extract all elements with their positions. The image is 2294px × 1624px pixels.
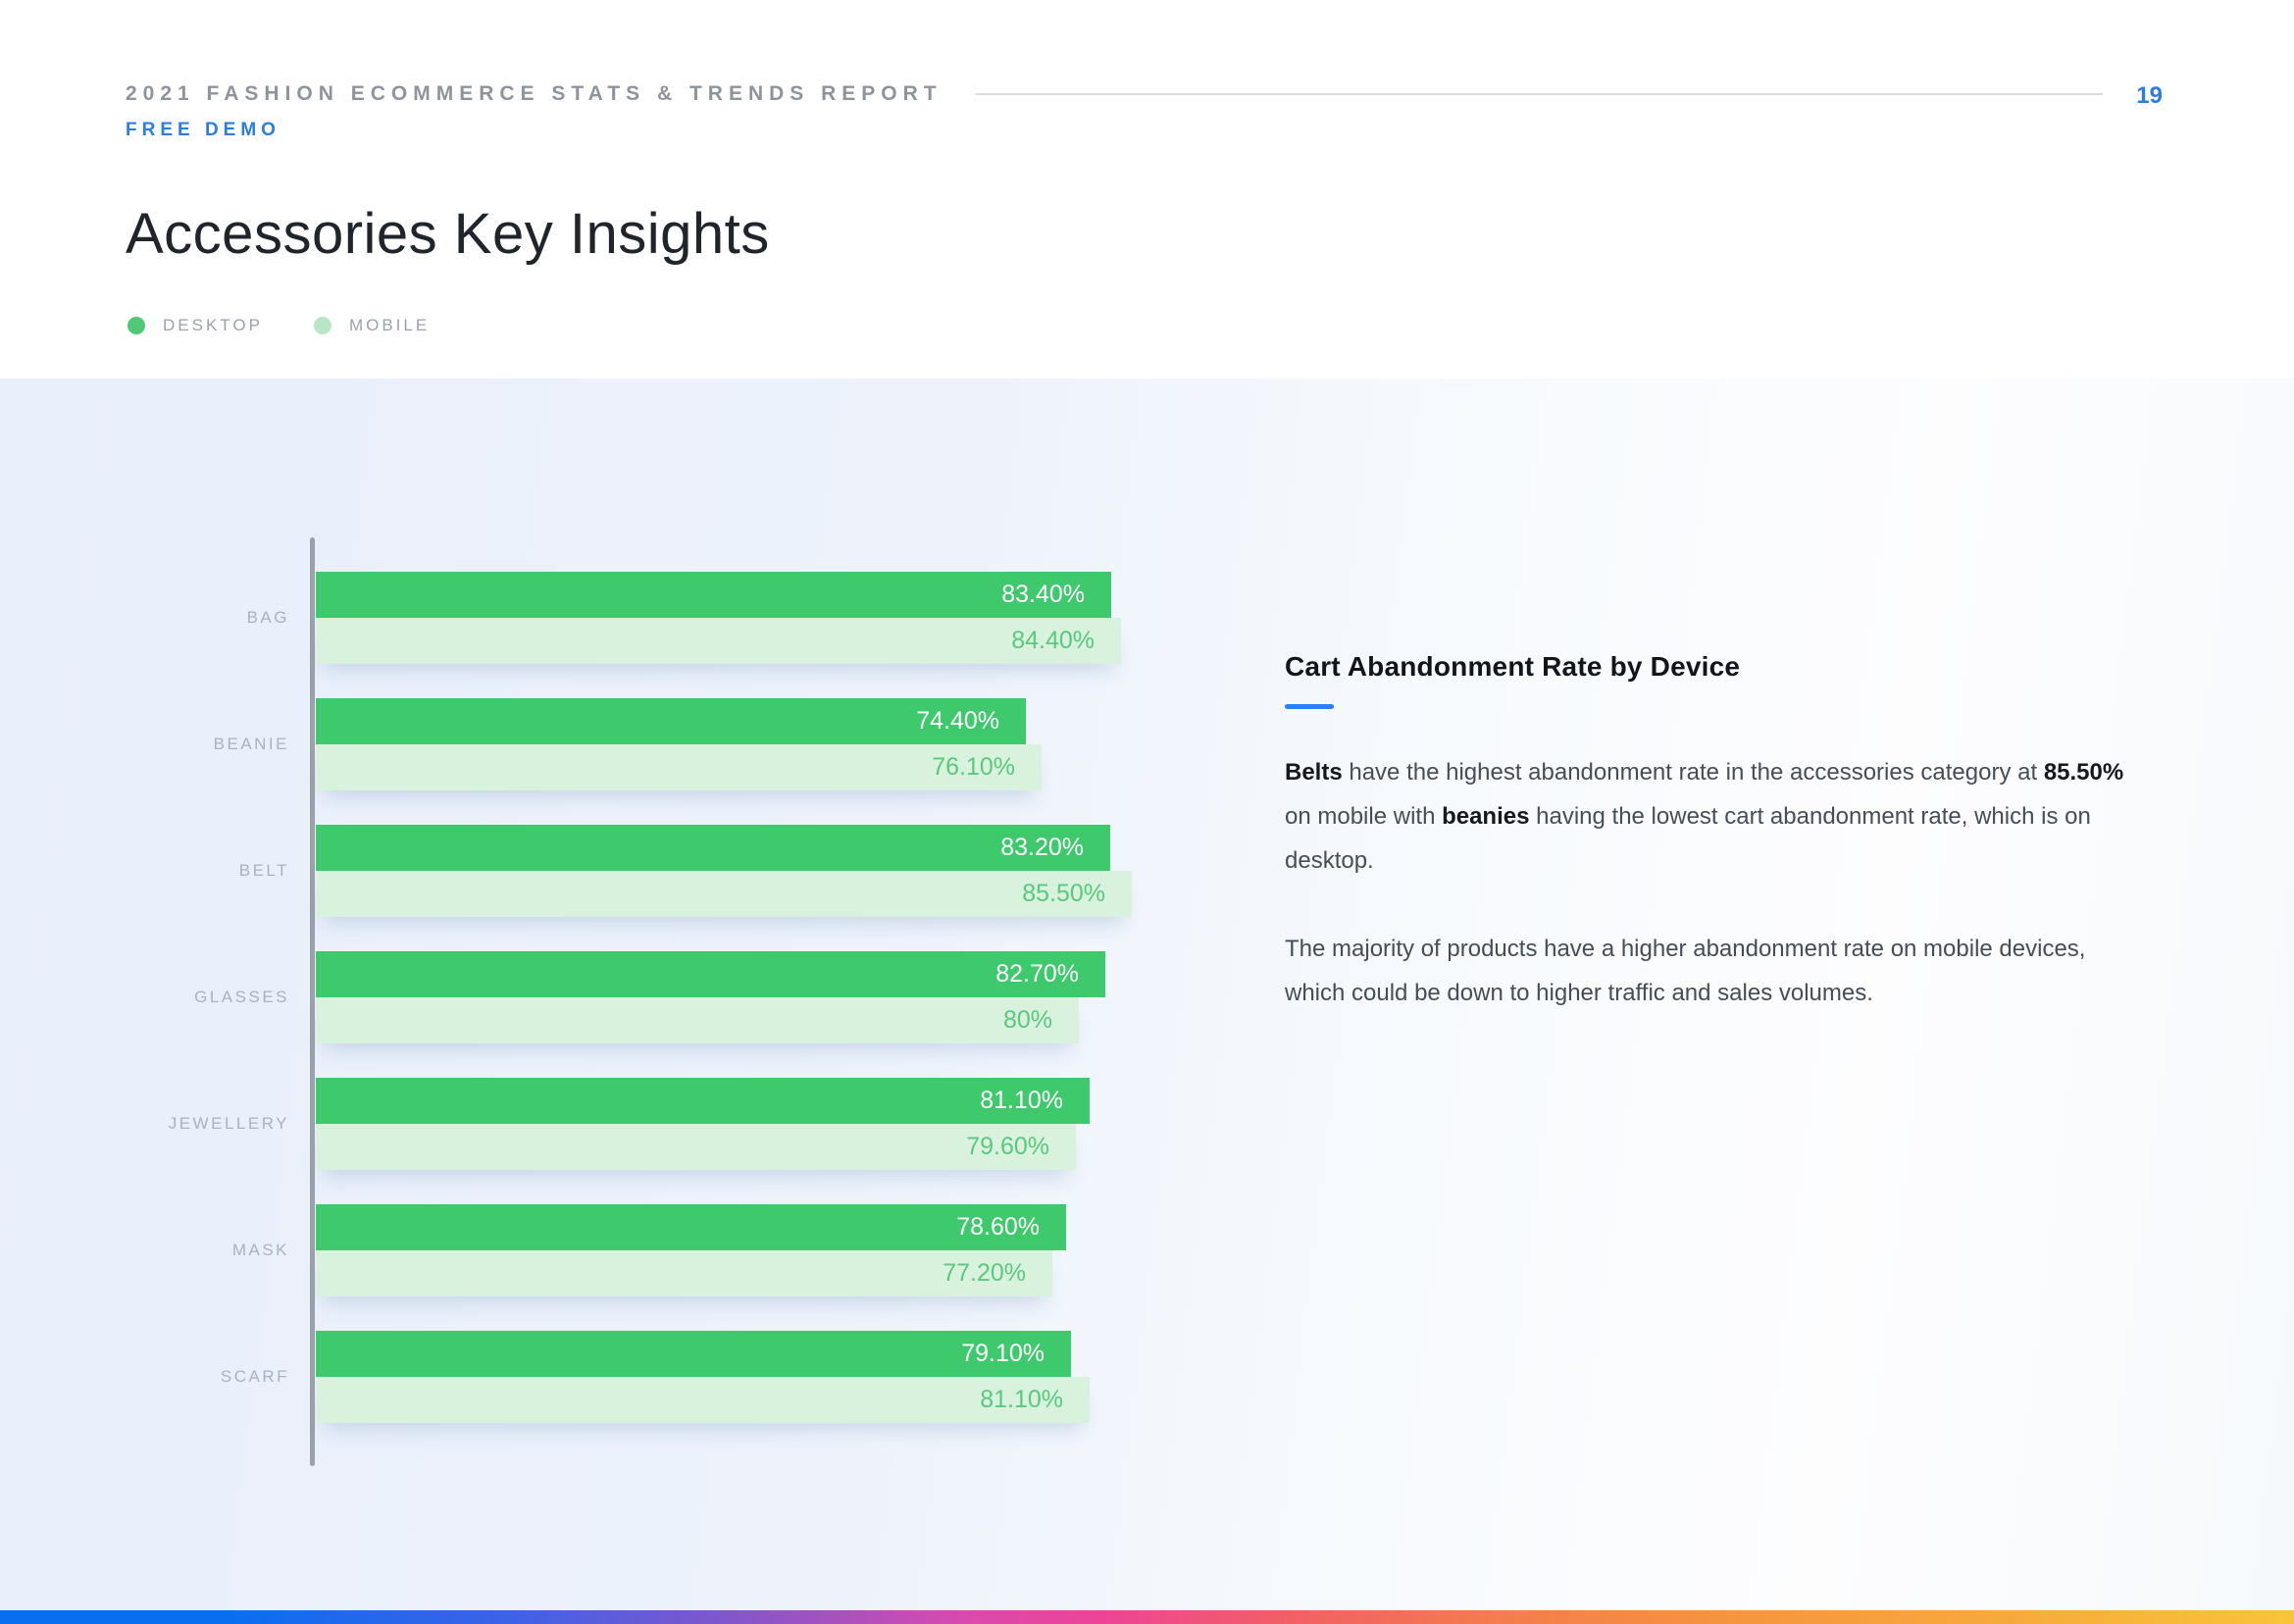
desktop-value-label: 83.20% [1000, 834, 1084, 861]
chart-rows: BAG 83.40% 84.40% BEANIE 74.40% 76.10% BELT 83.… [98, 572, 1132, 1423]
mobile-legend-dot-icon [313, 317, 331, 334]
insights-panel: Cart Abandonment Rate by Device Belts ha… [1285, 651, 2138, 1059]
free-demo-link[interactable]: FREE DEMO [126, 120, 280, 140]
mobile-value-label: 84.40% [1011, 627, 1095, 654]
mobile-bar: 85.50% [316, 871, 1132, 917]
category-label: GLASSES [194, 988, 289, 1006]
mobile-bar: 81.10% [316, 1377, 1090, 1423]
legend-item-mobile: MOBILE [313, 316, 431, 335]
category-label: BAG [246, 608, 289, 627]
bar-pair: 83.20% 85.50% [316, 825, 1132, 917]
mobile-value-label: 81.10% [980, 1386, 1063, 1413]
mobile-value-label: 80% [1002, 1006, 1052, 1034]
bar-pair: 82.70% 80% [316, 951, 1105, 1043]
mobile-value-label: 79.60% [966, 1133, 1049, 1160]
bar-pair: 74.40% 76.10% [316, 698, 1042, 790]
desktop-bar: 83.20% [316, 825, 1110, 871]
mobile-bar: 77.20% [316, 1250, 1052, 1296]
category-label: JEWELLERY [168, 1114, 289, 1133]
insight-paragraph-1: Belts have the highest abandonment rate … [1285, 759, 2124, 874]
category-row: MASK 78.60% 77.20% [98, 1204, 1132, 1296]
category-label: BELT [238, 861, 289, 880]
bar-pair: 79.10% 81.10% [316, 1331, 1090, 1423]
insights-body: Belts have the highest abandonment rate … [1285, 750, 2138, 1015]
header-title-block: 2021 FASHION ECOMMERCE STATS & TRENDS RE… [126, 82, 943, 141]
mobile-value-label: 77.20% [943, 1259, 1026, 1287]
category-label: BEANIE [213, 735, 289, 753]
bar-pair: 78.60% 77.20% [316, 1204, 1066, 1296]
legend-label-desktop: DESKTOP [163, 316, 263, 334]
insights-title: Cart Abandonment Rate by Device [1285, 651, 1741, 682]
desktop-value-label: 83.40% [1001, 581, 1085, 608]
mobile-bar: 79.60% [316, 1124, 1076, 1170]
desktop-legend-dot-icon [127, 317, 145, 334]
desktop-bar: 81.10% [316, 1078, 1090, 1124]
desktop-bar: 74.40% [316, 698, 1026, 744]
header-row: 2021 FASHION ECOMMERCE STATS & TRENDS RE… [126, 82, 2163, 141]
desktop-value-label: 79.10% [961, 1340, 1045, 1367]
legend-item-desktop: DESKTOP [127, 316, 263, 335]
category-row: BEANIE 74.40% 76.10% [98, 698, 1132, 790]
bar-pair: 83.40% 84.40% [316, 572, 1121, 664]
mobile-value-label: 85.50% [1022, 880, 1105, 907]
category-label: SCARF [220, 1367, 289, 1386]
chart-axis [310, 537, 315, 1466]
desktop-value-label: 81.10% [980, 1087, 1063, 1114]
mobile-bar: 76.10% [316, 744, 1042, 790]
bar-pair: 81.10% 79.60% [316, 1078, 1090, 1170]
category-row: SCARF 79.10% 81.10% [98, 1331, 1132, 1423]
category-row: BAG 83.40% 84.40% [98, 572, 1132, 664]
report-title: 2021 FASHION ECOMMERCE STATS & TRENDS RE… [126, 82, 943, 105]
desktop-value-label: 74.40% [916, 707, 999, 735]
footer-gradient-bar [0, 1610, 2294, 1624]
category-label: MASK [231, 1241, 289, 1259]
desktop-bar: 82.70% [316, 951, 1105, 997]
mobile-bar: 84.40% [316, 618, 1121, 664]
desktop-bar: 79.10% [316, 1331, 1071, 1377]
desktop-bar: 83.40% [316, 572, 1111, 618]
insights-title-underline [1285, 704, 1334, 709]
category-row: GLASSES 82.70% 80% [98, 951, 1132, 1043]
page-number: 19 [2136, 82, 2163, 109]
header-divider [975, 93, 2104, 95]
desktop-value-label: 82.70% [995, 960, 1079, 988]
page-title: Accessories Key Insights [126, 202, 770, 266]
desktop-value-label: 78.60% [956, 1213, 1040, 1241]
mobile-bar: 80% [316, 997, 1079, 1043]
mobile-value-label: 76.10% [932, 753, 1015, 781]
desktop-bar: 78.60% [316, 1204, 1066, 1250]
category-row: BELT 83.20% 85.50% [98, 825, 1132, 917]
header: 2021 FASHION ECOMMERCE STATS & TRENDS RE… [0, 0, 2294, 379]
legend-label-mobile: MOBILE [348, 316, 431, 334]
category-row: JEWELLERY 81.10% 79.60% [98, 1078, 1132, 1170]
chart-legend: DESKTOP MOBILE [127, 316, 430, 335]
insight-paragraph-2: The majority of products have a higher a… [1285, 936, 2086, 1006]
